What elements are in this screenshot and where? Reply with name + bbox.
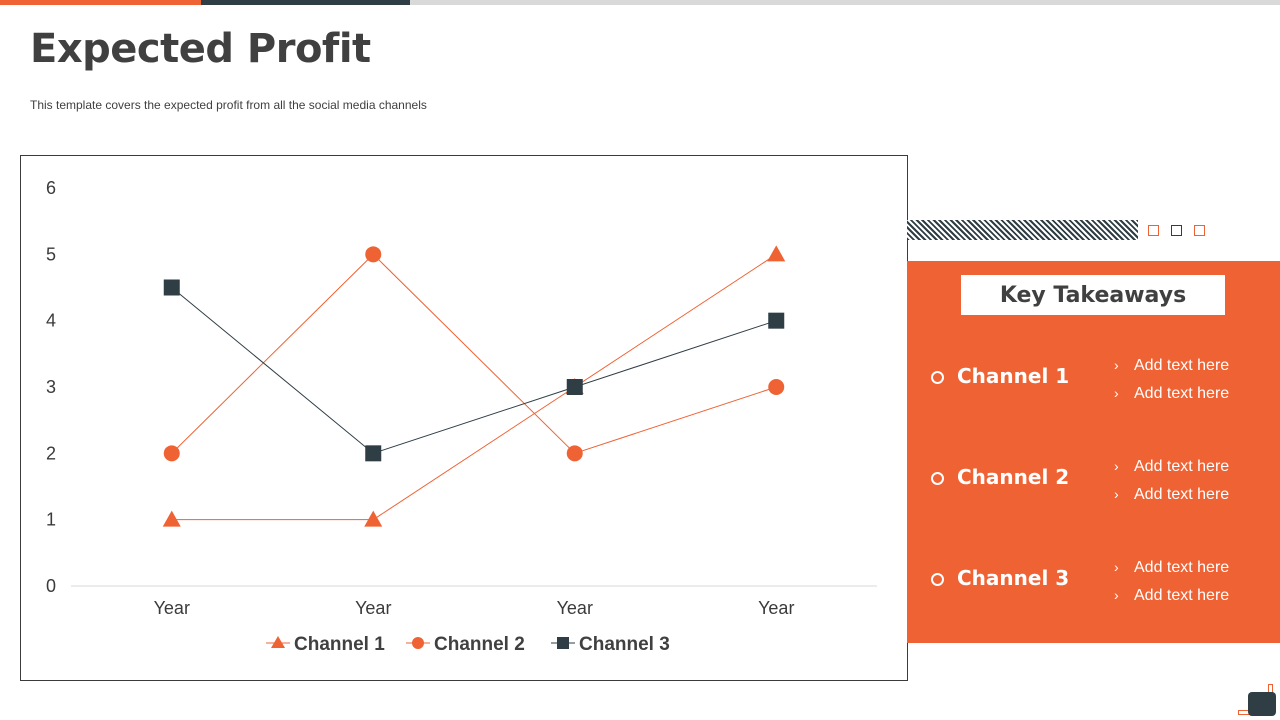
chevron-right-icon: › xyxy=(1114,458,1119,474)
y-tick-label: 0 xyxy=(46,576,56,596)
data-point-marker xyxy=(365,445,382,462)
data-point-marker xyxy=(163,445,180,462)
x-tick-label: Year xyxy=(557,598,593,618)
y-tick-label: 4 xyxy=(46,311,56,331)
data-point-marker xyxy=(566,445,583,462)
top-bar-gray-segment xyxy=(410,0,1280,5)
corner-decoration-line xyxy=(1238,710,1251,715)
decor-square-orange-2 xyxy=(1194,225,1205,236)
chevron-right-icon: › xyxy=(1114,486,1119,502)
top-bar-dark-segment xyxy=(201,0,410,5)
data-point-marker xyxy=(364,510,383,527)
takeaway-item-text: Add text here xyxy=(1134,587,1230,604)
x-tick-label: Year xyxy=(758,598,794,618)
page-title: Expected Profit xyxy=(30,26,371,72)
takeaway-item: › Add text here xyxy=(1114,385,1229,403)
takeaway-item-text: Add text here xyxy=(1134,357,1230,374)
series-line xyxy=(171,287,777,454)
chevron-right-icon: › xyxy=(1114,587,1119,603)
takeaway-item-text: Add text here xyxy=(1134,559,1230,576)
takeaway-channel-name: Channel 2 xyxy=(957,465,1070,489)
legend-label: Channel 2 xyxy=(434,634,525,655)
line-chart: 0 1 2 3 4 5 6 Year Year Year Year Channel 1 Channel … xyxy=(46,178,877,655)
takeaway-item: › Add text here xyxy=(1114,458,1229,476)
takeaway-item: › Add text here xyxy=(1114,357,1229,375)
data-point-marker xyxy=(768,312,785,329)
hatched-decoration xyxy=(907,220,1138,240)
legend-label: Channel 1 xyxy=(294,634,385,655)
y-tick-label: 2 xyxy=(46,443,56,463)
x-tick-label: Year xyxy=(355,598,391,618)
y-tick-label: 1 xyxy=(46,510,56,530)
takeaway-group-channel-1: Channel 1 › Add text here › Add text here xyxy=(907,357,1280,429)
x-tick-label: Year xyxy=(154,598,190,618)
key-takeaways-panel: Key Takeaways Channel 1 › Add text here ›… xyxy=(907,261,1280,643)
series-line xyxy=(171,253,777,521)
legend-marker xyxy=(412,637,424,649)
legend-marker xyxy=(557,637,569,649)
circle-bullet-icon xyxy=(931,472,944,485)
chevron-right-icon: › xyxy=(1114,357,1119,373)
data-point-marker xyxy=(162,510,181,527)
data-point-marker xyxy=(767,245,786,262)
takeaway-item: › Add text here xyxy=(1114,587,1229,605)
corner-decoration-block xyxy=(1248,692,1276,716)
y-tick-label: 5 xyxy=(46,244,56,264)
chevron-right-icon: › xyxy=(1114,559,1119,575)
top-bar-orange-segment xyxy=(0,0,201,5)
key-takeaways-title: Key Takeaways xyxy=(961,275,1225,315)
legend-label: Channel 3 xyxy=(579,634,670,655)
top-accent-bar xyxy=(0,0,1280,5)
takeaway-item: › Add text here xyxy=(1114,486,1229,504)
takeaway-channel-name: Channel 3 xyxy=(957,566,1070,590)
circle-bullet-icon xyxy=(931,573,944,586)
legend-marker xyxy=(271,636,285,648)
chevron-right-icon: › xyxy=(1114,385,1119,401)
y-tick-label: 6 xyxy=(46,178,56,198)
takeaway-group-channel-2: Channel 2 › Add text here › Add text here xyxy=(907,458,1280,530)
chart-container: 0 1 2 3 4 5 6 Year Year Year Year Channel 1 Channel … xyxy=(20,155,908,681)
corner-decoration-line xyxy=(1268,684,1273,695)
data-point-marker xyxy=(365,246,382,263)
series-line xyxy=(171,253,777,454)
decor-square-dark xyxy=(1171,225,1182,236)
takeaway-item-text: Add text here xyxy=(1134,458,1230,475)
takeaway-group-channel-3: Channel 3 › Add text here › Add text here xyxy=(907,559,1280,631)
takeaway-item: › Add text here xyxy=(1114,559,1229,577)
data-point-marker xyxy=(768,379,785,395)
takeaway-channel-name: Channel 1 xyxy=(957,364,1070,388)
data-point-marker xyxy=(163,279,180,296)
decor-square-orange-1 xyxy=(1148,225,1159,236)
y-tick-label: 3 xyxy=(46,377,56,397)
takeaway-item-text: Add text here xyxy=(1134,486,1230,503)
page-subtitle: This template covers the expected profit… xyxy=(30,98,427,112)
takeaway-item-text: Add text here xyxy=(1134,385,1230,402)
data-point-marker xyxy=(566,379,583,395)
circle-bullet-icon xyxy=(931,371,944,384)
